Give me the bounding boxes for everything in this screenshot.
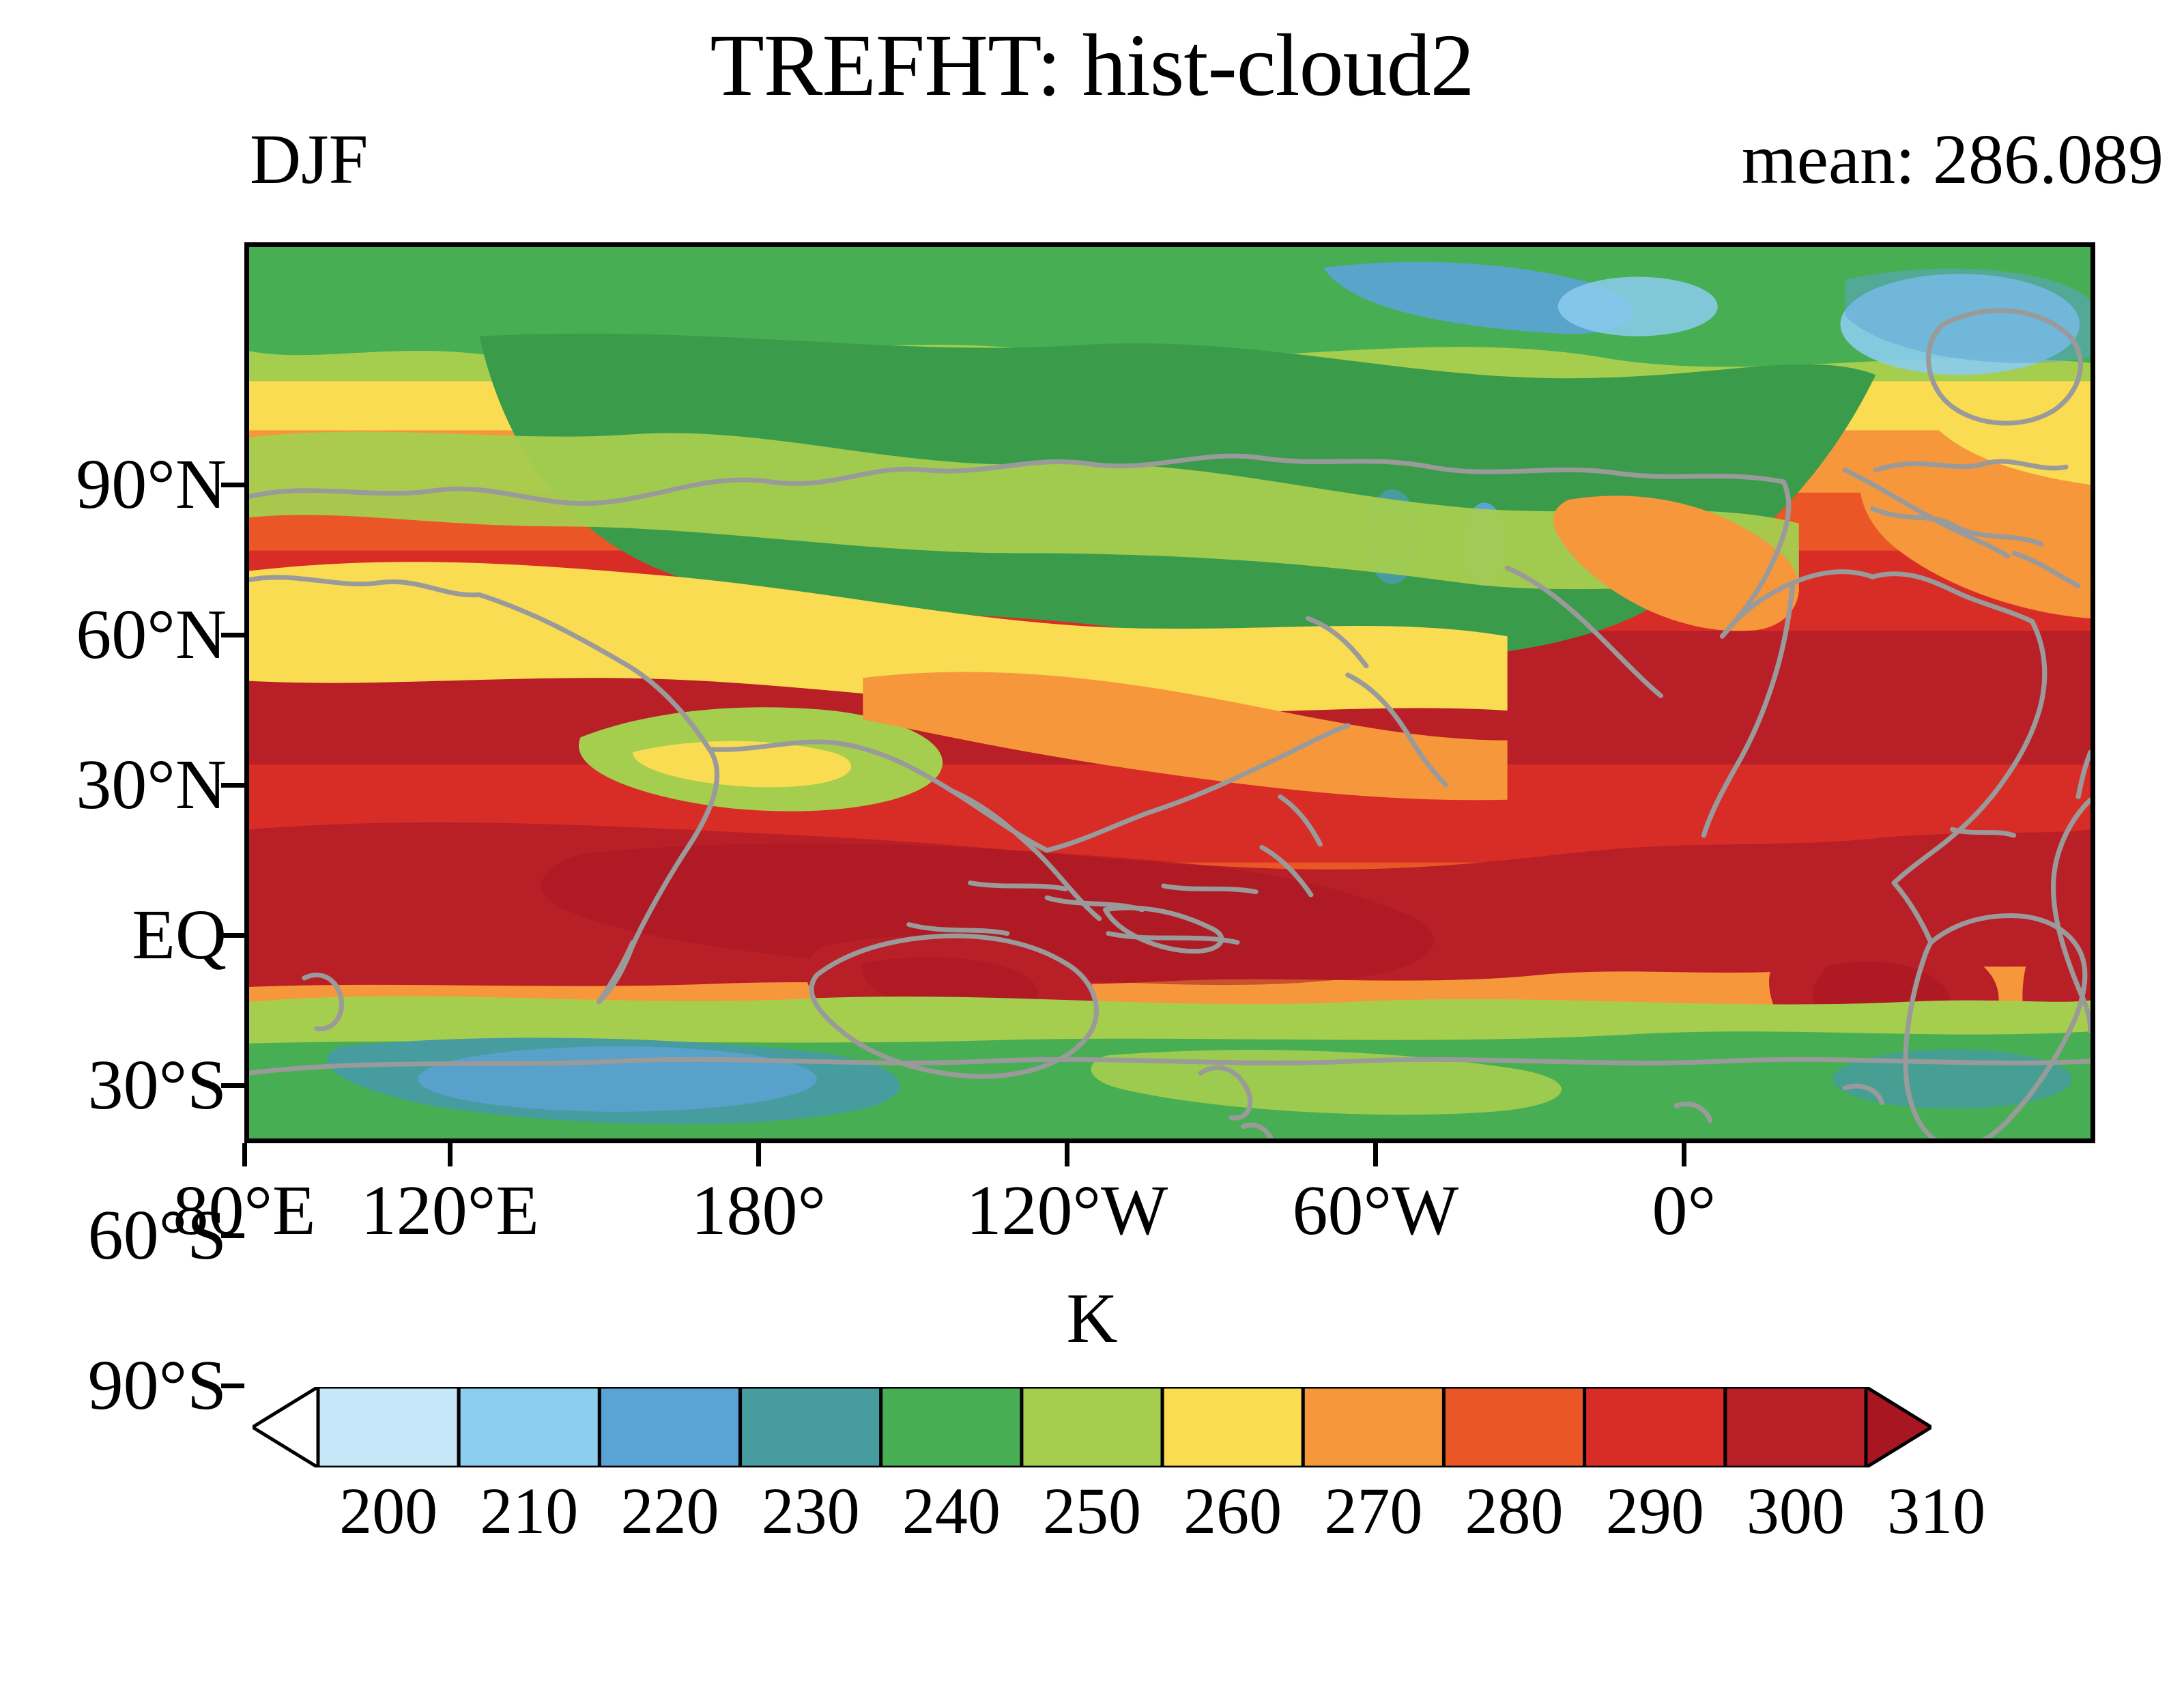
colorbar-cell-9 xyxy=(1583,1387,1727,1467)
y-tick-label-1: 60°N xyxy=(76,595,227,674)
x-tick-label-2: 180° xyxy=(691,1171,827,1250)
colorbar-tick-label-3: 230 xyxy=(761,1474,860,1547)
x-tick-mark xyxy=(1681,1143,1686,1166)
x-tick-mark xyxy=(1373,1143,1378,1166)
colorbar-cell-5 xyxy=(1020,1387,1164,1467)
colorbar-tick-label-10: 300 xyxy=(1746,1474,1845,1547)
map-plot-area xyxy=(244,242,2095,1143)
colorbar-units-label: K xyxy=(1066,1279,1118,1358)
colorbar-over-arrow xyxy=(1864,1387,1931,1467)
colorbar-tick-label-1: 210 xyxy=(480,1474,579,1547)
colorbar-cells xyxy=(253,1387,1931,1467)
y-tick-label-0: 90°N xyxy=(76,445,227,524)
colorbar-tick-label-2: 220 xyxy=(620,1474,719,1547)
x-tick-mark xyxy=(242,1143,247,1166)
y-tick-mark xyxy=(221,782,244,788)
y-tick-mark xyxy=(221,1082,244,1088)
x-tick-label-4: 60°W xyxy=(1292,1171,1459,1250)
colorbar-tick-label-6: 260 xyxy=(1183,1474,1282,1547)
y-tick-mark xyxy=(221,932,244,938)
colorbar-cell-2 xyxy=(597,1387,743,1467)
x-tick-label-5: 0° xyxy=(1652,1171,1716,1250)
colorbar-cell-1 xyxy=(457,1387,601,1467)
colorbar-tick-label-0: 200 xyxy=(339,1474,438,1547)
y-tick-mark xyxy=(221,482,244,487)
y-tick-label-2: 30°N xyxy=(76,745,227,824)
x-tick-label-0: 80°E xyxy=(173,1171,316,1250)
x-tick-label-3: 120°W xyxy=(966,1171,1168,1250)
colorbar-tick-label-11: 310 xyxy=(1887,1474,1986,1547)
y-axis: 90°N 60°N 30°N EQ 30°S 60°S 90°S xyxy=(0,242,2184,1421)
x-tick-mark xyxy=(1064,1143,1069,1166)
colorbar-tick-label-8: 280 xyxy=(1465,1474,1564,1547)
y-tick-label-3: EQ xyxy=(132,895,227,974)
colorbar-cell-6 xyxy=(1160,1387,1305,1467)
x-axis-ticks xyxy=(242,1143,2095,1171)
colorbar-cell-3 xyxy=(738,1387,883,1467)
colorbar-cell-8 xyxy=(1441,1387,1587,1467)
colorbar-tick-label-5: 250 xyxy=(1043,1474,1141,1547)
y-tick-mark xyxy=(221,632,244,637)
y-tick-mark xyxy=(221,1383,244,1388)
y-tick-label-4: 30°S xyxy=(87,1046,227,1124)
colorbar-cell-0 xyxy=(316,1387,461,1467)
x-tick-label-1: 120°E xyxy=(360,1171,539,1250)
colorbar-tick-label-9: 290 xyxy=(1605,1474,1704,1547)
colorbar-canvas xyxy=(253,1387,1931,1467)
colorbar-cell-7 xyxy=(1301,1387,1446,1467)
colorbar xyxy=(253,1387,1931,1467)
temperature-contour-fill xyxy=(249,247,2090,1138)
colorbar-cell-4 xyxy=(879,1387,1024,1467)
mean-label: mean: 286.089 xyxy=(1741,120,2164,199)
colorbar-cell-10 xyxy=(1723,1387,1868,1467)
coastlines xyxy=(249,308,2090,1138)
colorbar-tick-labels: 200 210 220 230 240 250 260 270 280 290 300 310 xyxy=(0,1478,2184,1560)
colorbar-tick-label-4: 240 xyxy=(902,1474,1001,1547)
map-canvas xyxy=(249,247,2090,1138)
colorbar-under-arrow xyxy=(253,1387,320,1467)
x-tick-mark xyxy=(447,1143,452,1166)
colorbar-tick-label-7: 270 xyxy=(1324,1474,1423,1547)
page-title: TREFHT: hist-cloud2 xyxy=(710,16,1474,115)
season-label: DJF xyxy=(250,120,369,199)
y-tick-label-6: 90°S xyxy=(87,1346,227,1424)
x-tick-mark xyxy=(756,1143,761,1166)
y-tick-mark xyxy=(221,1233,244,1238)
y-tick-label-5: 60°S xyxy=(87,1196,227,1274)
